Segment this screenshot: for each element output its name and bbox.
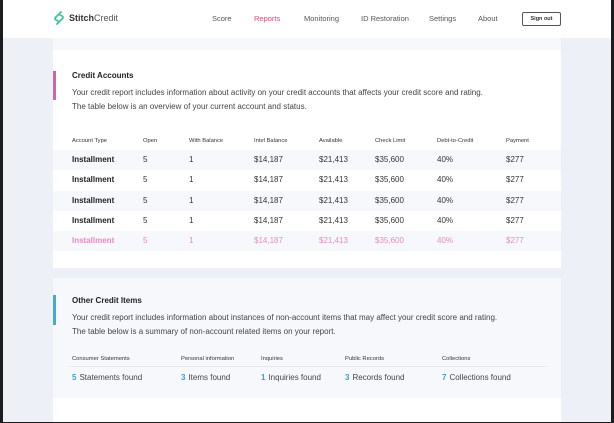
table-cell: 40% (437, 215, 454, 225)
count-number: 3 (181, 373, 186, 382)
column-header: Debt-to-Credit (437, 138, 474, 144)
section-description: Your credit report includes information … (72, 313, 498, 336)
table-cell: $14,187 (254, 175, 283, 185)
table-row[interactable]: Installment 5 1 $14,187 $21,413 $35,600 40% $27… (53, 150, 561, 170)
table-row[interactable]: Installment 5 1 $14,187 $21,413 $35,600 40% $27… (53, 231, 561, 252)
nav-about[interactable]: About (478, 14, 498, 23)
count-label: Inquiries found (268, 373, 321, 382)
table-row[interactable]: Installment 5 1 $14,187 $21,413 $35,600 40% $27… (53, 170, 561, 190)
section-accent (53, 295, 56, 325)
top-nav: Stitch Credit Score Reports Monitoring ID… (3, 0, 611, 38)
table-cell: $21,413 (319, 195, 348, 205)
item-count[interactable]: 3 Items found (181, 373, 230, 382)
section-title: Credit Accounts (72, 71, 134, 80)
column-header: Intel Balance (254, 138, 288, 144)
count-number: 3 (345, 373, 350, 382)
table-cell: 5 (143, 175, 148, 185)
count-label: Statements found (79, 373, 143, 382)
table-cell: Installment (72, 215, 115, 225)
column-header: Consumer Statements (72, 356, 130, 362)
count-label: Items found (188, 373, 231, 382)
section-accent (53, 71, 56, 100)
table-cell: 5 (143, 236, 148, 246)
count-label: Records found (352, 373, 405, 382)
table-cell: $14,187 (254, 236, 283, 246)
item-count[interactable]: 7 Collections found (442, 373, 511, 382)
nav-monitoring[interactable]: Monitoring (304, 14, 340, 23)
count-number: 5 (72, 373, 77, 382)
table-cell: $277 (506, 175, 524, 185)
table-cell: $35,600 (375, 195, 404, 205)
table-cell: $35,600 (375, 155, 404, 164)
table-cell: 1 (189, 175, 194, 185)
table-cell: Installment (72, 175, 115, 185)
nav-score[interactable]: Score (212, 14, 232, 23)
table-cell: Installment (72, 195, 115, 205)
table-cell: 40% (437, 175, 454, 185)
sign-out-button[interactable]: Sign out (522, 12, 561, 26)
nav-reports[interactable]: Reports (254, 14, 281, 23)
count-number: 1 (261, 373, 266, 382)
item-count[interactable]: 3 Records found (345, 373, 404, 382)
logo[interactable]: Stitch Credit (53, 11, 118, 25)
credit-accounts-section: Credit Accounts Your credit report inclu… (53, 50, 561, 268)
brand-light: Credit (94, 13, 119, 23)
table-cell: 1 (189, 195, 194, 205)
column-header: Personal information (181, 356, 235, 362)
table-row[interactable]: Installment 5 1 $14,187 $21,413 $35,600 40% $27… (53, 211, 561, 231)
section-description: Your credit report includes information … (72, 88, 483, 111)
table-cell: 40% (437, 236, 454, 246)
table-cell: $14,187 (254, 215, 283, 225)
brand-bold: Stitch (69, 13, 95, 23)
column-header: Public Records (345, 356, 384, 362)
table-cell: $21,413 (319, 215, 348, 225)
column-header: Check Limit (375, 138, 406, 144)
top-strip (53, 38, 561, 50)
table-row[interactable]: Installment 5 1 $14,187 $21,413 $35,600 40% $27… (53, 190, 561, 211)
column-header: Available (319, 138, 343, 144)
table-cell: $14,187 (254, 155, 283, 164)
table-cell: 5 (143, 195, 148, 205)
table-cell: $21,413 (319, 236, 348, 246)
table-cell: Installment (72, 155, 115, 164)
table-cell: 1 (189, 215, 194, 225)
table-cell: $35,600 (375, 236, 404, 246)
count-label: Collections found (449, 373, 511, 382)
table-cell: Installment (72, 236, 115, 246)
table-cell: $21,413 (319, 155, 348, 164)
column-header: Collections (442, 356, 471, 362)
section-title: Other Credit Items (72, 296, 142, 305)
table-cell: $277 (506, 155, 524, 164)
column-header: Inquiries (261, 356, 283, 362)
table-cell: $35,600 (375, 215, 404, 225)
stitch-logo-icon (54, 11, 64, 25)
other-credit-items-section: Other Credit Items Your credit report in… (53, 278, 561, 398)
table-cell: 1 (189, 236, 194, 246)
next-section (53, 398, 561, 422)
count-number: 7 (442, 373, 447, 382)
table-cell: 5 (143, 155, 148, 164)
table-cell: 40% (437, 195, 454, 205)
nav-id-restoration[interactable]: ID Restoration (361, 14, 409, 23)
item-count[interactable]: 5 Statements found (72, 373, 142, 382)
nav-settings[interactable]: Settings (429, 14, 457, 23)
divider (69, 366, 547, 367)
table-cell: $277 (506, 236, 524, 246)
table-cell: 1 (189, 155, 194, 164)
table-cell: 5 (143, 215, 148, 225)
column-header: Account Type (72, 138, 108, 144)
column-header: Payment (506, 138, 529, 144)
table-cell: $14,187 (254, 195, 283, 205)
table-cell: 40% (437, 155, 454, 164)
table-cell: $21,413 (319, 175, 348, 185)
item-count[interactable]: 1 Inquiries found (261, 373, 321, 382)
app-window: Stitch Credit Score Reports Monitoring ID… (3, 0, 611, 422)
table-cell: $277 (506, 215, 524, 225)
column-header: Open (143, 138, 158, 144)
table-cell: $277 (506, 195, 524, 205)
table-cell: $35,600 (375, 175, 404, 185)
column-header: With Balance (189, 138, 224, 144)
